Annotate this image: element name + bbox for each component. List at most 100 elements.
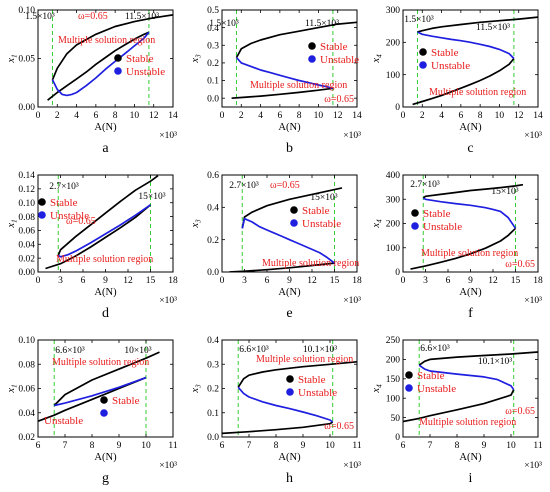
y-tick-label: 200 bbox=[386, 220, 401, 230]
x-tick-label: 0 bbox=[220, 276, 225, 286]
boundary-label-high: 10.1×10³ bbox=[478, 357, 512, 367]
y-tick-label: 200 bbox=[386, 356, 401, 366]
y-tick-label: 0.4 bbox=[207, 24, 219, 34]
legend-unstable-label: Unstable bbox=[320, 54, 359, 66]
y-tick-label: 300 bbox=[386, 195, 401, 205]
legend-stable-label: Stable bbox=[320, 41, 348, 53]
y-tick-label: 0.00 bbox=[18, 103, 35, 113]
y-tick-label: 0.0 bbox=[207, 268, 219, 278]
y-axis-label: x1 bbox=[6, 384, 19, 393]
y-tick-label: 50 bbox=[391, 414, 401, 424]
unstable-branch-2 bbox=[237, 386, 334, 423]
x-tick-label: 0 bbox=[36, 111, 41, 121]
x-tick-label: 15 bbox=[330, 276, 340, 286]
x-tick-label: 6 bbox=[458, 111, 463, 121]
omega-label: ω=0.65 bbox=[270, 180, 300, 191]
unstable-branch-2 bbox=[422, 197, 517, 229]
y-tick-label: 0.08 bbox=[18, 213, 35, 223]
multiple-solution-region-label: Multiple solution region bbox=[419, 417, 516, 428]
y-tick-label: 0.1 bbox=[207, 409, 219, 419]
y-tick-label: 0.5 bbox=[207, 6, 219, 16]
panel-caption: d bbox=[102, 306, 109, 321]
y-tick-label: 0.10 bbox=[18, 199, 35, 209]
y-tick-label: 0.04 bbox=[18, 240, 35, 250]
multiple-solution-region-label: Multiple solution region bbox=[256, 354, 353, 365]
legend-unstable-label: Unstable bbox=[423, 221, 462, 233]
panel-i: 6 7 8 9 10 11 0 50 100 150 200 250 x4 A(N) ×10³ i 6.6×10… bbox=[371, 336, 543, 486]
y-axis-label: x4 bbox=[371, 219, 384, 229]
omega-label: ω=0.65 bbox=[324, 421, 354, 432]
x-tick-label: 15 bbox=[511, 276, 521, 286]
x-tick-label: 9 bbox=[301, 441, 306, 451]
y-tick-label: 200 bbox=[386, 39, 401, 49]
legend-stable-label: Stable bbox=[431, 47, 459, 59]
legend-unstable-label: Unstable bbox=[431, 60, 470, 72]
stable-branch-0 bbox=[222, 421, 334, 435]
plot-frame bbox=[402, 9, 539, 108]
stable-branch-1 bbox=[241, 187, 343, 229]
stable-branch-0 bbox=[231, 87, 334, 100]
x-multiplier: ×10³ bbox=[524, 461, 542, 471]
legend-unstable-marker bbox=[411, 222, 419, 230]
y-tick-label: 0 bbox=[395, 103, 400, 113]
x-tick-label: 8 bbox=[455, 441, 460, 451]
y-tick-label: 300 bbox=[386, 6, 401, 16]
y-tick-label: 0.0 bbox=[207, 433, 219, 443]
legend-unstable-label: Unstable bbox=[298, 387, 337, 399]
stable-branch-1 bbox=[417, 16, 538, 33]
stable-branch-1 bbox=[237, 360, 357, 388]
x-tick-label: 18 bbox=[533, 276, 543, 286]
multiple-solution-region-label: Multiple solution region bbox=[262, 258, 359, 269]
x-tick-label: 3 bbox=[58, 276, 63, 286]
legend-stable-label: Stable bbox=[50, 197, 78, 209]
x-tick-label: 0 bbox=[401, 276, 406, 286]
y-tick-label: 0.2 bbox=[207, 59, 219, 69]
x-multiplier: ×10³ bbox=[524, 296, 542, 306]
legend-stable-label: Stable bbox=[126, 53, 154, 65]
boundary-label-high: 11.5×10³ bbox=[476, 23, 510, 33]
x-axis-label: A(N) bbox=[278, 287, 301, 298]
x-tick-label: 10 bbox=[325, 441, 335, 451]
x-tick-label: 12 bbox=[307, 276, 317, 286]
omega-label: ω=0.65 bbox=[66, 216, 96, 227]
multiple-solution-region-label: Multiple solution region bbox=[250, 80, 347, 91]
boundary-label-high: 10×10³ bbox=[124, 346, 151, 356]
stable-branch-0 bbox=[45, 204, 152, 270]
panel-caption: a bbox=[102, 141, 109, 156]
y-tick-label: 0.2 bbox=[207, 236, 219, 246]
y-tick-label: 100 bbox=[386, 71, 401, 81]
x-multiplier: ×10³ bbox=[343, 296, 361, 306]
legend-unstable-marker bbox=[308, 55, 316, 63]
panel-e: 0 3 6 9 12 15 18 0.0 0.2 0.4 0.6 x3 A(N) ×10³ e 2.7×10³… bbox=[190, 171, 362, 321]
legend-unstable-marker bbox=[419, 61, 427, 69]
x-tick-label: 9 bbox=[103, 276, 108, 286]
x-tick-label: 6 bbox=[401, 441, 406, 451]
unstable-branch-2 bbox=[235, 57, 334, 90]
unstable-branch-2 bbox=[57, 204, 151, 258]
x-tick-label: 7 bbox=[63, 441, 68, 451]
x-tick-label: 10 bbox=[130, 111, 140, 121]
y-tick-label: 0.08 bbox=[18, 360, 35, 370]
x-tick-label: 9 bbox=[468, 276, 473, 286]
boundary-label-low: 2.7×10³ bbox=[49, 182, 79, 192]
y-tick-label: 0.04 bbox=[18, 409, 35, 419]
x-tick-label: 11 bbox=[533, 441, 542, 451]
legend-stable-label: Stable bbox=[417, 370, 445, 382]
x-tick-label: 12 bbox=[333, 111, 343, 121]
x-tick-label: 6 bbox=[36, 441, 41, 451]
panel-caption: e bbox=[286, 306, 292, 321]
stable-branch-1 bbox=[53, 351, 160, 407]
x-tick-label: 4 bbox=[439, 111, 444, 121]
legend-stable-label: Stable bbox=[298, 374, 326, 386]
stable-branch-1 bbox=[418, 351, 538, 366]
boundary-label-high: 11.5×10³ bbox=[125, 12, 159, 22]
multiple-solution-region-label: Multiple solution region bbox=[58, 35, 155, 46]
x-tick-label: 6 bbox=[93, 111, 98, 121]
y-tick-label: 0.05 bbox=[18, 55, 35, 65]
panel-f: 0 3 6 9 12 15 18 0 100 200 300 400 x4 A(N) ×10³ f 2.7×10… bbox=[371, 171, 543, 321]
y-tick-label: 0.2 bbox=[207, 385, 219, 395]
boundary-label-low: 6.6×10³ bbox=[239, 345, 269, 355]
stable-branch-1 bbox=[235, 21, 357, 59]
x-tick-label: 10 bbox=[141, 441, 151, 451]
legend-stable-label: Stable bbox=[302, 205, 330, 217]
